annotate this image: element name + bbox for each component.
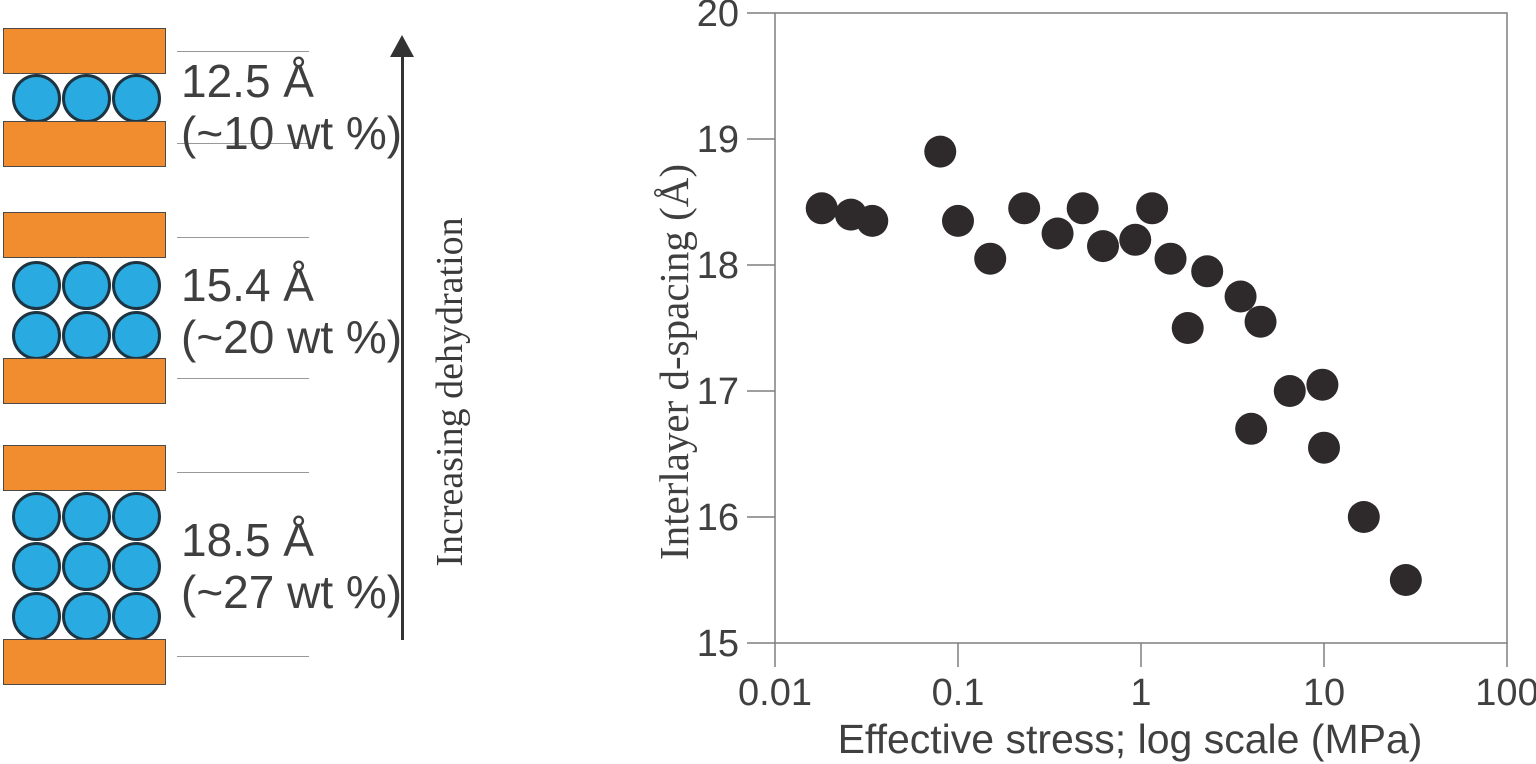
water-molecule-icon — [111, 73, 161, 123]
y-tick-label: 18 — [697, 245, 739, 287]
clay-layer-bottom — [3, 639, 166, 685]
water-content-value: (~10 wt %) — [181, 107, 403, 159]
spacing-bracket-line — [177, 472, 309, 473]
data-point — [1306, 368, 1339, 401]
y-tick-label: 17 — [697, 371, 739, 413]
y-tick-label: 20 — [697, 0, 739, 35]
water-content-value: (~27 wt %) — [181, 566, 403, 618]
data-point — [1087, 230, 1120, 263]
spacing-bracket-line — [177, 378, 309, 379]
data-point — [974, 242, 1007, 275]
water-content-value: (~20 wt %) — [181, 311, 403, 363]
x-tick-label: 0.1 — [932, 672, 985, 714]
water-molecule-icon — [111, 260, 161, 310]
data-point — [1347, 501, 1380, 533]
data-point — [1273, 375, 1306, 407]
data-point — [1389, 564, 1422, 596]
clay-layer-bottom — [3, 121, 166, 167]
data-point — [1066, 192, 1099, 225]
water-molecule-icon — [61, 260, 111, 310]
clay-layer-top — [3, 445, 166, 491]
d-spacing-value: 18.5 Å — [181, 514, 314, 566]
d-spacing-value: 15.4 Å — [181, 259, 314, 311]
data-point — [1154, 242, 1187, 275]
data-point — [1224, 280, 1257, 313]
arrow-up-icon — [390, 35, 414, 57]
data-point — [856, 204, 889, 237]
water-molecule-icon — [11, 73, 61, 123]
spacing-bracket-line — [177, 51, 309, 52]
spacing-bracket-line — [177, 237, 309, 238]
arrow-shaft — [401, 54, 404, 640]
y-axis-title: Interlayer d-spacing (Å) — [651, 163, 697, 561]
data-point — [924, 135, 957, 168]
data-point — [1136, 192, 1169, 225]
water-molecule-icon — [111, 491, 161, 541]
x-tick-label: 10 — [1303, 672, 1345, 714]
water-molecule-icon — [11, 541, 61, 591]
spacing-bracket-line — [177, 143, 309, 144]
data-point — [805, 192, 838, 225]
data-point — [1171, 312, 1204, 344]
clay-layer-bottom — [3, 358, 166, 404]
x-axis-title: Effective stress; log scale (MPa) — [837, 716, 1423, 762]
water-molecule-icon — [11, 491, 61, 541]
data-point — [1191, 255, 1224, 288]
data-point — [1235, 412, 1268, 445]
x-tick-label: 1 — [1130, 672, 1151, 714]
water-molecule-icon — [61, 491, 111, 541]
y-tick-label: 15 — [697, 623, 739, 665]
y-tick-label: 19 — [697, 119, 739, 161]
d-spacing-value: 12.5 Å — [181, 55, 314, 107]
water-molecule-icon — [11, 260, 61, 310]
data-point — [1244, 305, 1277, 338]
water-molecule-icon — [11, 591, 61, 641]
water-molecule-icon — [61, 541, 111, 591]
data-point — [1041, 217, 1074, 250]
spacing-bracket-line — [177, 656, 309, 657]
water-molecule-icon — [111, 541, 161, 591]
clay-layer-top — [3, 28, 166, 74]
data-point — [1008, 192, 1041, 225]
plot-frame — [774, 12, 1508, 644]
data-point — [942, 204, 974, 237]
data-point — [1308, 431, 1340, 464]
data-point — [1119, 223, 1152, 256]
clay-layer-top — [3, 212, 166, 258]
y-tick-label: 16 — [697, 497, 739, 539]
x-tick-label: 100 — [1475, 672, 1536, 714]
x-tick-label: 0.01 — [738, 672, 812, 714]
